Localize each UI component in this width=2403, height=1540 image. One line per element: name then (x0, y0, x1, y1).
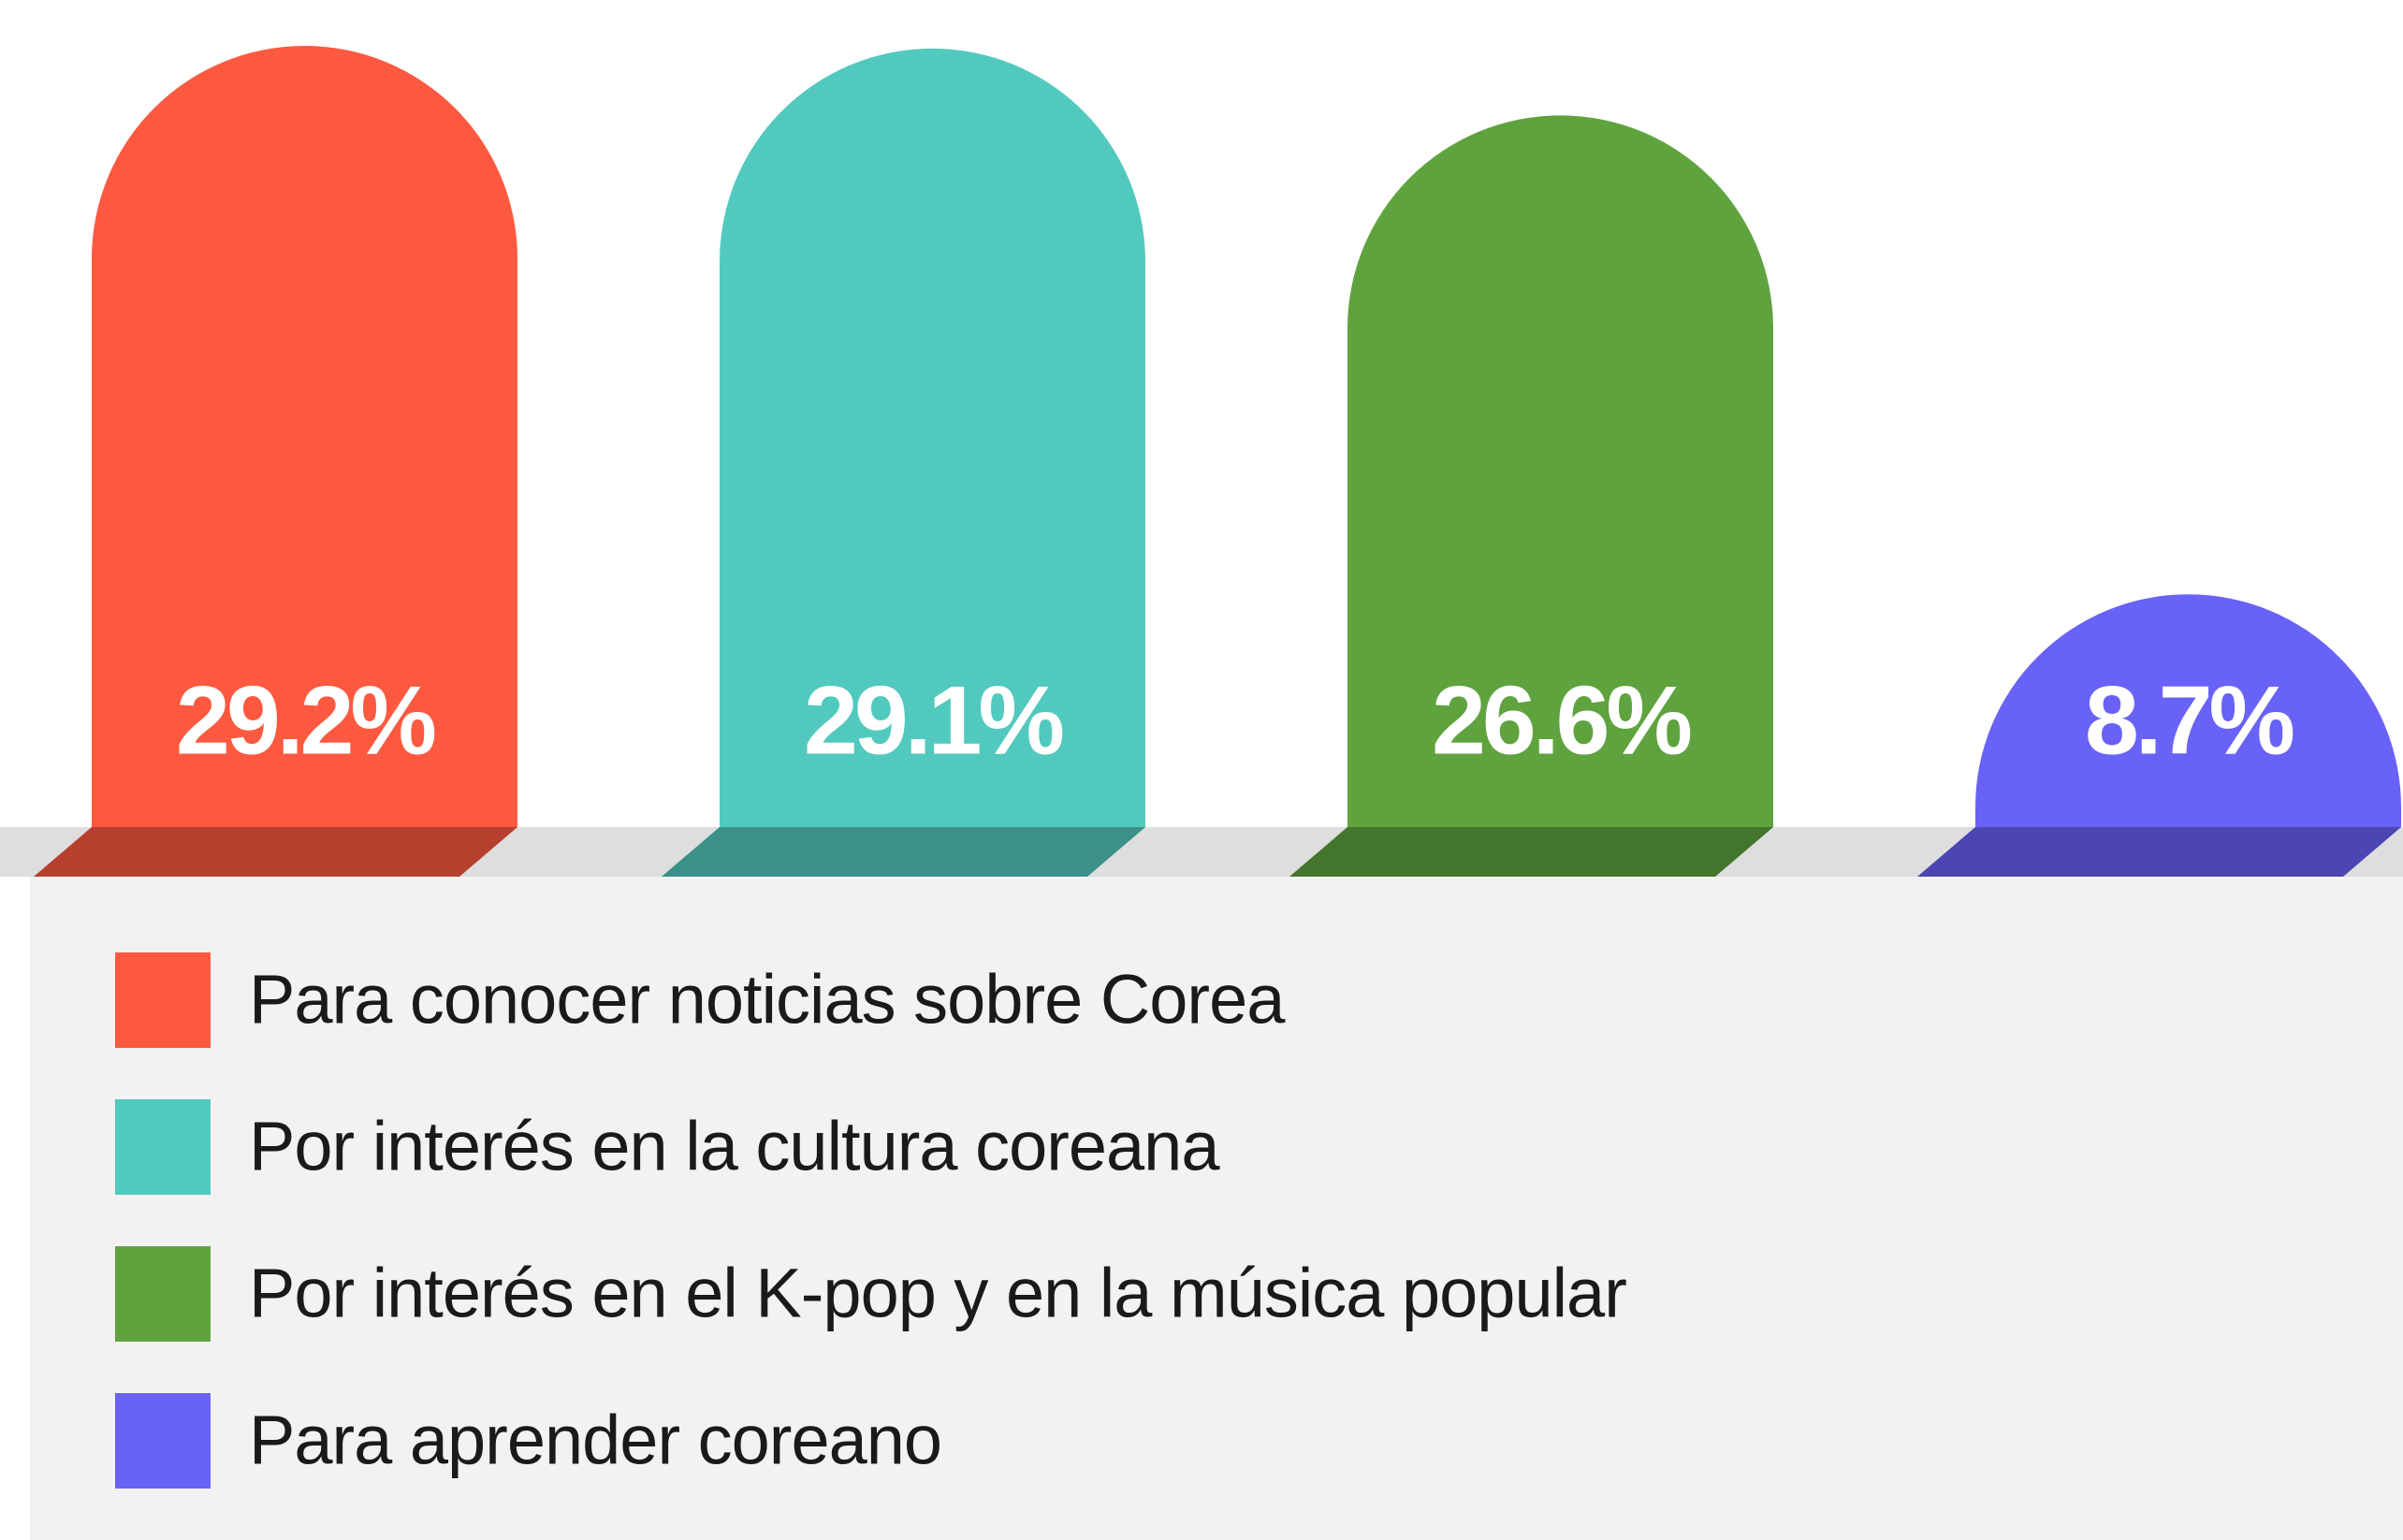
legend-label: Para conocer noticias sobre Corea (249, 961, 1286, 1039)
bar-foot-shade (662, 827, 1145, 877)
legend-swatch (115, 1393, 211, 1489)
bar-foot (1289, 827, 1773, 877)
value-label: 26.6% (1432, 666, 1690, 775)
bar-foot (662, 827, 1145, 877)
bar (720, 48, 1145, 827)
legend-swatch (115, 952, 211, 1048)
bar-foot-shade (1289, 827, 1773, 877)
legend-label: Por interés en el K-pop y en la música p… (249, 1255, 1626, 1332)
legend-label: Por interés en la cultura coreana (249, 1108, 1220, 1185)
value-label: 29.2% (176, 666, 434, 775)
bar (92, 46, 517, 828)
bar (1347, 115, 1774, 828)
bar-foot-shade (34, 827, 517, 877)
value-label: 29.1% (804, 666, 1062, 775)
legend-label: Para aprender coreano (249, 1402, 941, 1479)
bar-foot (34, 827, 517, 877)
legend-swatch (115, 1099, 211, 1195)
bar-foot-shade (1917, 827, 2401, 877)
bar (1975, 594, 2401, 827)
legend-swatch (115, 1246, 211, 1342)
value-label: 8.7% (2085, 666, 2294, 775)
legend-panel (30, 877, 2403, 1540)
bar-foot (1917, 827, 2401, 877)
